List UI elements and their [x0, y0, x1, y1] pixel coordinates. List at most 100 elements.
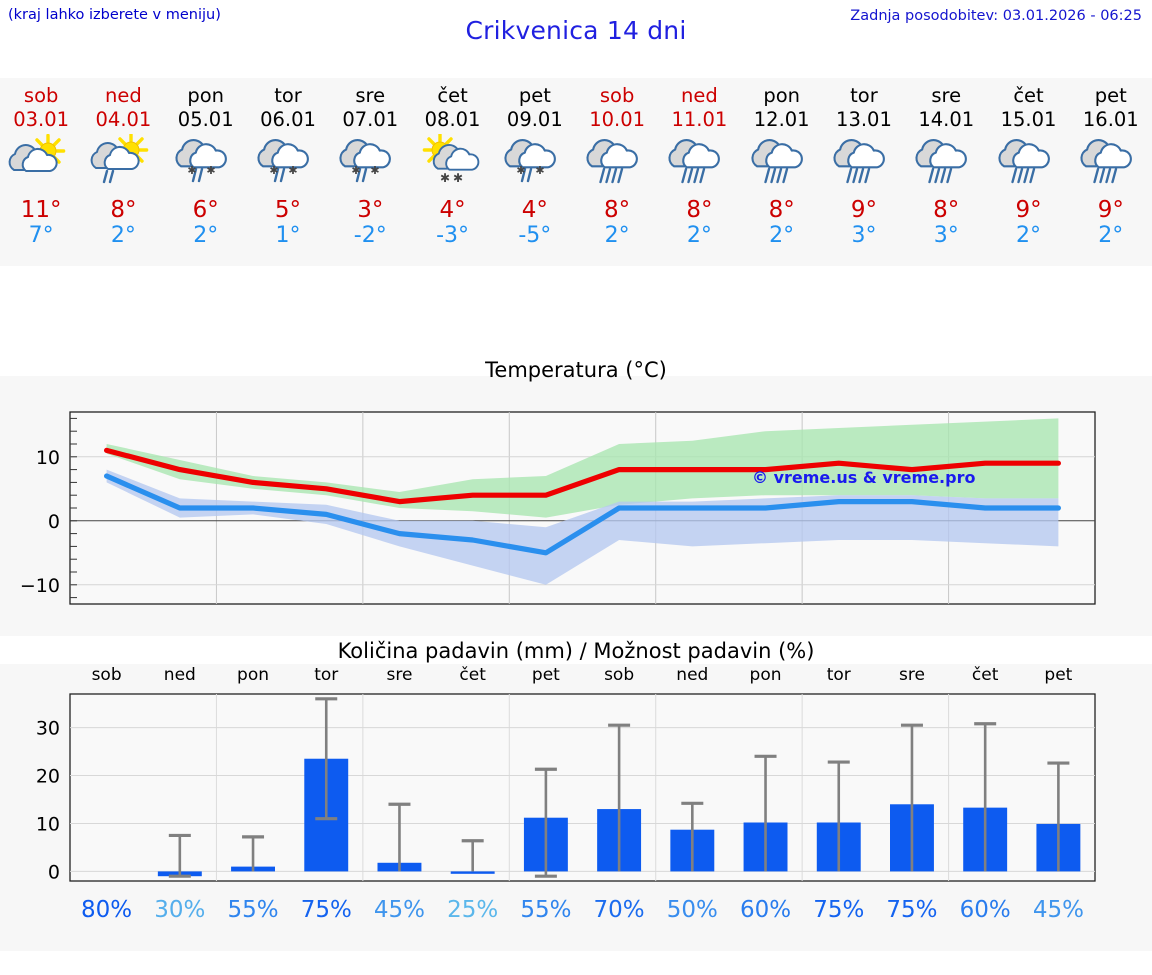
daily-forecast-strip: sob 03.01 11° 7° ned 04.01 8° 2° pon 05.01 ✱ ✱ 6° 2° t…: [0, 78, 1152, 266]
temperature-max: 3°: [357, 197, 384, 223]
temperature-max: 9°: [1015, 197, 1042, 223]
precipitation-chart-title: Količina padavin (mm) / Možnost padavin …: [337, 639, 815, 663]
precipitation-probability-label: 25%: [447, 897, 498, 923]
precip-day-label: tor: [314, 665, 338, 685]
day-name: sre: [931, 84, 962, 107]
day-column[interactable]: sre 07.01 ✱ ✱ 3° -2°: [329, 78, 411, 249]
precip-day-label: sre: [899, 665, 925, 685]
svg-text:✱: ✱: [516, 164, 525, 177]
day-name: pet: [1094, 84, 1127, 107]
day-date: 08.01: [424, 108, 481, 131]
day-date: 03.01: [13, 108, 70, 131]
temperature-max: 8°: [686, 197, 713, 223]
precipitation-probability-label: 55%: [520, 897, 571, 923]
temperature-max: 9°: [1097, 197, 1124, 223]
svg-text:✱: ✱: [535, 164, 544, 177]
day-column[interactable]: pon 12.01 8° 2°: [741, 78, 823, 249]
temperature-min: 2°: [686, 223, 712, 248]
precip-y-axis-label: 0: [48, 861, 60, 883]
cloud-rain-icon: [987, 134, 1069, 196]
cloud-sleet-icon: ✱ ✱: [494, 134, 576, 196]
precipitation-chart-section: Količina padavin (mm) / Možnost padavin …: [0, 636, 1152, 951]
day-column[interactable]: pet 16.01 9° 2°: [1070, 78, 1152, 249]
day-column[interactable]: čet 15.01 9° 2°: [987, 78, 1069, 249]
svg-text:✱: ✱: [187, 164, 196, 177]
precipitation-probability-label: 60%: [740, 897, 791, 923]
precipitation-error-bar: [315, 697, 338, 821]
day-name: pon: [187, 84, 225, 107]
temperature-max: 4°: [521, 197, 548, 223]
precipitation-probability-label: 50%: [667, 897, 718, 923]
cloud-rain-icon: [576, 134, 658, 196]
svg-text:✱: ✱: [269, 164, 278, 177]
day-column[interactable]: tor 06.01 ✱ ✱ 5° 1°: [247, 78, 329, 249]
day-date: 05.01: [177, 108, 234, 131]
temperature-min: 2°: [769, 223, 795, 248]
day-column[interactable]: pet 09.01 ✱ ✱ 4° -5°: [494, 78, 576, 249]
menu-hint-text: (kraj lahko izberete v meniju): [8, 7, 221, 23]
precip-day-label: pon: [750, 665, 782, 685]
temperature-min: 2°: [1098, 223, 1124, 248]
temperature-min: 2°: [1016, 223, 1042, 248]
day-column[interactable]: sob 10.01 8° 2°: [576, 78, 658, 249]
day-column[interactable]: pon 05.01 ✱ ✱ 6° 2°: [165, 78, 247, 249]
day-name: ned: [681, 84, 718, 107]
precipitation-title-bar: [0, 636, 1152, 664]
temperature-line: [104, 473, 1061, 556]
cloud-rain-icon: [741, 134, 823, 196]
day-name: tor: [274, 84, 302, 107]
svg-text:✱: ✱: [371, 164, 380, 177]
precip-day-label: sob: [604, 665, 634, 685]
day-column[interactable]: čet 08.01 ✱ ✱ 4° -3°: [411, 78, 493, 249]
temperature-min: 7°: [28, 223, 54, 248]
temperature-min: 2°: [110, 223, 136, 248]
precip-day-label: sob: [92, 665, 122, 685]
day-name: čet: [1013, 84, 1044, 107]
precipitation-error-bar: [754, 754, 777, 872]
day-date: 14.01: [918, 108, 975, 131]
day-name: tor: [850, 84, 878, 107]
page-title: Crikvenica 14 dni: [465, 16, 687, 45]
temperature-max: 5°: [274, 197, 302, 223]
day-date: 13.01: [836, 108, 892, 131]
precipitation-error-bar: [827, 760, 850, 872]
cloud-sleet-icon: ✱ ✱: [165, 134, 247, 196]
day-date: 07.01: [342, 108, 399, 131]
temperature-min: 2°: [604, 223, 630, 248]
precipitation-probability-label: 30%: [154, 897, 205, 923]
temperature-max: 9°: [850, 197, 878, 223]
precipitation-error-bar: [168, 833, 191, 878]
precip-day-label: pet: [532, 665, 560, 685]
temperature-max: 4°: [439, 197, 466, 223]
precipitation-error-bar: [388, 802, 411, 872]
precipitation-error-bar: [681, 801, 704, 872]
precip-day-label: pet: [1044, 665, 1072, 685]
day-name: sob: [23, 84, 59, 107]
temperature-range-band: [106, 469, 1059, 585]
day-column[interactable]: ned 04.01 8° 2°: [82, 78, 164, 249]
day-date: 04.01: [95, 108, 152, 131]
temp-y-axis-label: 10: [36, 447, 60, 469]
sun-cloud-rain-icon: [82, 134, 164, 196]
cloud-rain-icon: [905, 134, 987, 196]
precipitation-error-bar: [242, 835, 265, 872]
precipitation-probability-label: 75%: [813, 897, 864, 923]
precip-day-label: ned: [676, 665, 708, 685]
day-name: čet: [437, 84, 468, 107]
day-date: 11.01: [671, 108, 728, 131]
day-column[interactable]: sre 14.01 8° 3°: [905, 78, 987, 249]
day-column[interactable]: tor 13.01 9° 3°: [823, 78, 905, 249]
temperature-max: 6°: [192, 197, 219, 223]
temperature-max: 11°: [20, 197, 62, 223]
day-name: sob: [599, 84, 635, 107]
day-column[interactable]: ned 11.01 8° 2°: [658, 78, 740, 249]
cloud-rain-icon: [1070, 134, 1152, 196]
temperature-min: 1°: [275, 223, 301, 248]
precip-y-axis-label: 20: [36, 766, 60, 788]
day-date: 16.01: [1082, 108, 1139, 131]
precip-day-label: čet: [459, 665, 486, 685]
svg-text:✱: ✱: [352, 164, 361, 177]
temperature-title-bar: [0, 348, 1152, 376]
precipitation-probability-label: 55%: [227, 897, 278, 923]
day-column[interactable]: sob 03.01 11° 7°: [0, 78, 82, 249]
